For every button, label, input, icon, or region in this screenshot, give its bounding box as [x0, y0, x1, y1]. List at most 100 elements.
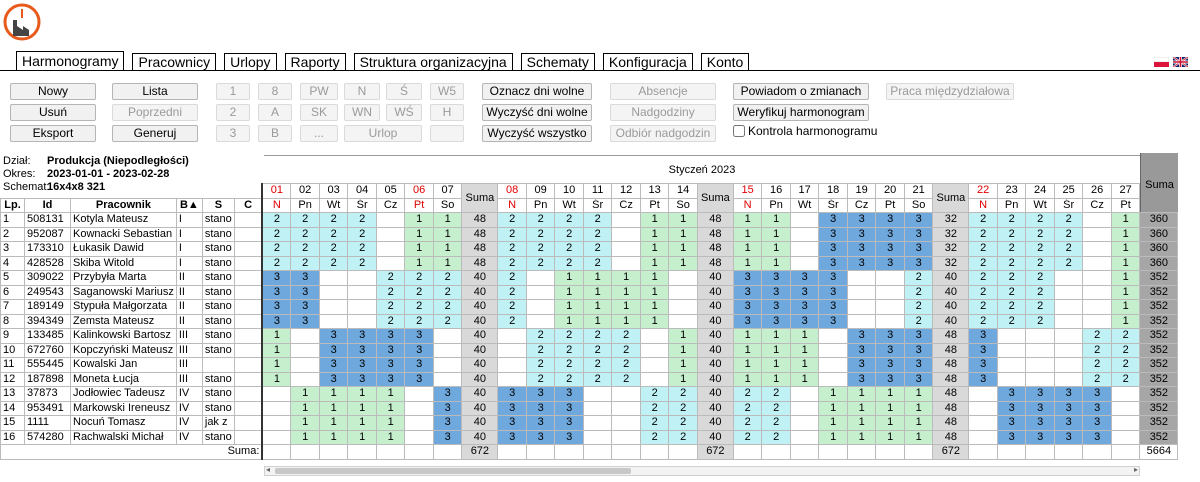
shift-cell[interactable]: [347, 299, 377, 315]
shift-cell[interactable]: 1: [261, 371, 292, 387]
employee-row[interactable]: 16 574280 Rachwalski Michał IV stano 1 1 1 1 3 40 3…: [0, 429, 1179, 445]
shift-cell[interactable]: 2: [996, 241, 1027, 257]
shift-cell[interactable]: 3: [875, 357, 905, 373]
shift-cell[interactable]: [1110, 400, 1141, 416]
shift-cell[interactable]: [1082, 255, 1112, 271]
shift-cell[interactable]: [1082, 299, 1112, 315]
shift-cell[interactable]: [375, 212, 406, 228]
shift-cell[interactable]: 3: [903, 328, 934, 344]
shift-cell[interactable]: 2: [968, 226, 998, 242]
shift-cell[interactable]: [582, 386, 613, 402]
shift-cell[interactable]: 2: [404, 270, 434, 286]
shift-cell[interactable]: [1053, 270, 1084, 286]
shift-cell[interactable]: [818, 357, 848, 373]
employee-row[interactable]: 10 672760 Kopczyński Mateusz III stano 1 3 3 3 3 4…: [0, 342, 1179, 358]
shift-cell[interactable]: 3: [789, 284, 820, 300]
shift-cell[interactable]: 2: [554, 357, 584, 373]
shift-cell[interactable]: [261, 429, 292, 445]
shift-cell[interactable]: [1110, 429, 1141, 445]
shift-cell[interactable]: [525, 299, 556, 315]
list-button[interactable]: Lista: [112, 83, 198, 100]
shift-cell[interactable]: 2: [996, 270, 1027, 286]
shift-cell[interactable]: 1: [611, 299, 641, 315]
shift-cell[interactable]: 2: [375, 313, 406, 329]
shift-cell[interactable]: 3: [818, 255, 848, 271]
shift-cell[interactable]: 1: [1110, 299, 1141, 315]
overtime-pickup-button[interactable]: Odbiór nadgodzin: [610, 125, 716, 142]
polish-flag-icon[interactable]: [1154, 57, 1169, 67]
shift-cell[interactable]: 1: [818, 415, 848, 431]
shift-cell[interactable]: 2: [1082, 357, 1112, 373]
shift-cell[interactable]: [290, 357, 320, 373]
shift-cell[interactable]: 3: [525, 415, 556, 431]
shift-cell[interactable]: 2: [761, 386, 791, 402]
shift-cell[interactable]: 3: [732, 270, 763, 286]
shift-cell[interactable]: 1: [818, 386, 848, 402]
shift-cell[interactable]: 3: [846, 371, 877, 387]
shift-cell[interactable]: 3: [375, 357, 406, 373]
shift-cell[interactable]: 3: [1025, 429, 1055, 445]
shift-cell[interactable]: 1: [761, 212, 791, 228]
shift-cell[interactable]: 1: [318, 400, 349, 416]
shift-cell[interactable]: [818, 328, 848, 344]
shift-cell[interactable]: 1: [582, 313, 613, 329]
shift-cell[interactable]: [875, 299, 905, 315]
shift-cell[interactable]: 2: [290, 226, 320, 242]
shift-cell[interactable]: 2: [554, 371, 584, 387]
shift-cell[interactable]: [1025, 371, 1055, 387]
shift-n-button[interactable]: N: [344, 83, 380, 100]
shift-cell[interactable]: 3: [968, 371, 998, 387]
shift-cell[interactable]: 3: [261, 299, 292, 315]
shift-cell[interactable]: [668, 270, 698, 286]
shift-cell[interactable]: 3: [818, 241, 848, 257]
shift-cell[interactable]: 2: [554, 255, 584, 271]
shift-cell[interactable]: 1: [639, 313, 670, 329]
shift-cell[interactable]: [525, 284, 556, 300]
shift-cell[interactable]: 1: [732, 328, 763, 344]
shift-cell[interactable]: 3: [1025, 400, 1055, 416]
shift-cell[interactable]: 3: [1053, 429, 1084, 445]
shift-cell[interactable]: 3: [875, 255, 905, 271]
shift-cell[interactable]: 1: [639, 284, 670, 300]
shift-cell[interactable]: [582, 429, 613, 445]
shift-cell[interactable]: [318, 270, 349, 286]
shift-cell[interactable]: [789, 429, 820, 445]
shift-1-button[interactable]: 1: [216, 83, 250, 100]
shift-cell[interactable]: 1: [1110, 255, 1141, 271]
shift-cell[interactable]: 2: [554, 212, 584, 228]
shift-cell[interactable]: 3: [903, 212, 934, 228]
clear-days-off-button[interactable]: Wyczyść dni wolne: [482, 104, 592, 121]
column-header-s[interactable]: S: [201, 197, 235, 213]
shift-cell[interactable]: 2: [290, 255, 320, 271]
shift-cell[interactable]: 1: [789, 328, 820, 344]
shift-cell[interactable]: 3: [996, 400, 1027, 416]
shift-cell[interactable]: 1: [846, 386, 877, 402]
shift-cell[interactable]: 3: [318, 357, 349, 373]
shift-cell[interactable]: 1: [903, 400, 934, 416]
shift-cell[interactable]: 2: [318, 226, 349, 242]
shift-cell[interactable]: 3: [903, 371, 934, 387]
shift-cell[interactable]: 1: [875, 400, 905, 416]
shift-cell[interactable]: 2: [525, 371, 556, 387]
shift-cell[interactable]: [1025, 328, 1055, 344]
shift-cell[interactable]: 3: [347, 328, 377, 344]
shift-cell[interactable]: [611, 212, 641, 228]
shift-cell[interactable]: 1: [582, 284, 613, 300]
shift-ws-button[interactable]: WŚ: [386, 104, 422, 121]
shift-cell[interactable]: 1: [732, 371, 763, 387]
shift-cell[interactable]: 2: [639, 386, 670, 402]
shift-cell[interactable]: [1053, 299, 1084, 315]
shift-cell[interactable]: 1: [432, 226, 463, 242]
shift-cell[interactable]: 2: [761, 415, 791, 431]
shift-cell[interactable]: 2: [611, 357, 641, 373]
shift-cell[interactable]: [404, 429, 434, 445]
english-flag-icon[interactable]: [1173, 57, 1188, 67]
shift-cell[interactable]: 3: [525, 386, 556, 402]
shift-cell[interactable]: 3: [318, 328, 349, 344]
shift-cell[interactable]: 3: [375, 371, 406, 387]
shift-cell[interactable]: 3: [968, 342, 998, 358]
shift-cell[interactable]: [1025, 357, 1055, 373]
shift-cell[interactable]: [497, 371, 527, 387]
shift-cell[interactable]: 1: [318, 429, 349, 445]
shift-cell[interactable]: 1: [554, 313, 584, 329]
